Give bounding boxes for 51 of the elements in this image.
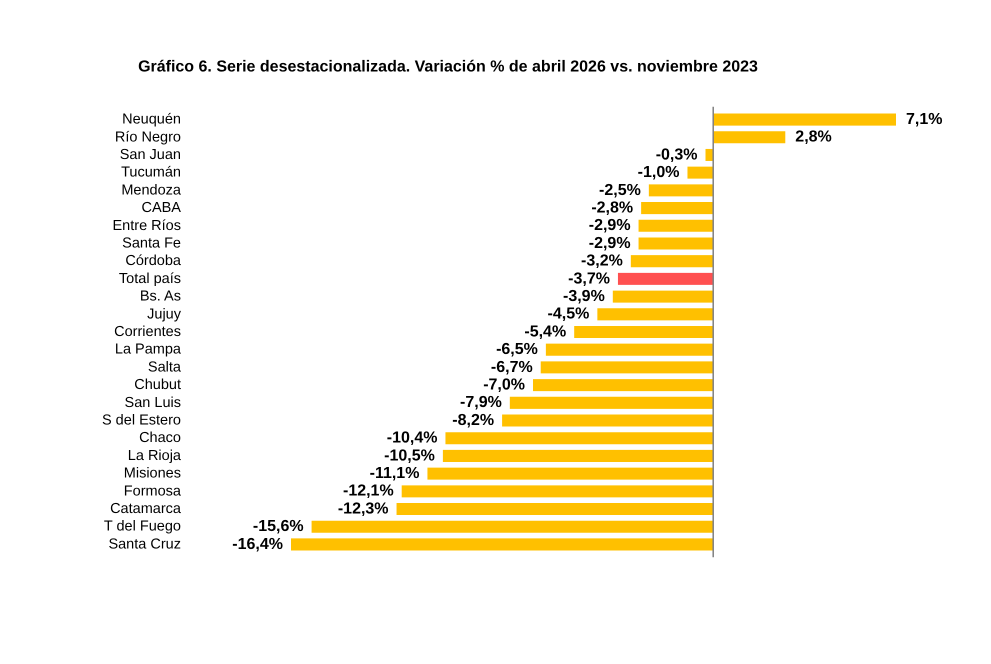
data-label: 7,1%: [906, 110, 942, 128]
y-tick-label: Córdoba: [125, 253, 182, 270]
data-label: -3,7%: [568, 270, 610, 288]
data-label: -12,1%: [342, 482, 394, 500]
data-label: -7,9%: [460, 394, 502, 412]
y-tick-label: La Pampa: [114, 342, 182, 358]
y-tick-label: Neuquén: [122, 112, 181, 128]
chart-title: Gráfico 6. Serie desestacionalizada. Variación % de abril 2026 vs. noviembre 2023: [138, 58, 758, 76]
data-label: -2,9%: [588, 217, 631, 234]
data-label: -3,2%: [581, 252, 623, 270]
data-label: -16,4%: [232, 536, 283, 553]
y-tick-label: Santa Fe: [122, 235, 181, 252]
y-tick-label: T del Fuego: [104, 518, 181, 535]
y-tick-label: Río Negro: [114, 129, 181, 146]
y-tick-label: CABA: [141, 200, 182, 216]
data-label: -2,9%: [588, 234, 631, 252]
y-tick-label: Formosa: [124, 483, 182, 500]
data-label: -4,5%: [548, 306, 590, 323]
data-label: -3,9%: [563, 288, 605, 305]
data-label: -5,4%: [524, 323, 566, 340]
y-tick-label: S del Estero: [102, 412, 181, 429]
data-label: -0,3%: [656, 146, 698, 164]
y-tick-label: Santa Cruz: [108, 536, 181, 552]
data-label: -11,1%: [370, 465, 420, 482]
data-label: -2,5%: [599, 182, 641, 199]
y-tick-label: Jujuy: [147, 306, 182, 322]
y-tick-label: Chaco: [139, 430, 181, 446]
data-label: -1,0%: [638, 164, 680, 182]
data-label: -7,0%: [483, 376, 525, 394]
y-tick-label: Chubut: [134, 377, 181, 394]
data-label: -2,8%: [591, 199, 634, 216]
y-tick-label: Entre Ríos: [112, 218, 181, 234]
y-tick-label: San Juan: [120, 146, 181, 163]
data-label: -15,6%: [252, 518, 304, 536]
data-label: -10,4%: [386, 430, 438, 447]
y-tick-label: Total país: [118, 270, 181, 287]
data-label: -12,3%: [338, 500, 389, 518]
y-tick-label: La Rioja: [128, 448, 182, 464]
data-label: -8,2%: [452, 412, 494, 429]
y-tick-label: Tucumán: [121, 164, 181, 181]
data-label: -6,7%: [490, 358, 533, 376]
y-tick-label: Salta: [148, 359, 182, 376]
y-tick-label: Misiones: [124, 466, 181, 482]
y-tick-label: Bs. As: [140, 288, 181, 305]
data-label: -10,5%: [384, 447, 435, 464]
data-label: -6,5%: [496, 341, 538, 358]
data-label: 2,8%: [795, 128, 832, 146]
y-tick-label: Catamarca: [110, 501, 182, 518]
y-tick-label: Mendoza: [121, 182, 182, 198]
y-tick-label: San Luis: [124, 394, 181, 411]
y-tick-label: Corrientes: [114, 324, 181, 340]
